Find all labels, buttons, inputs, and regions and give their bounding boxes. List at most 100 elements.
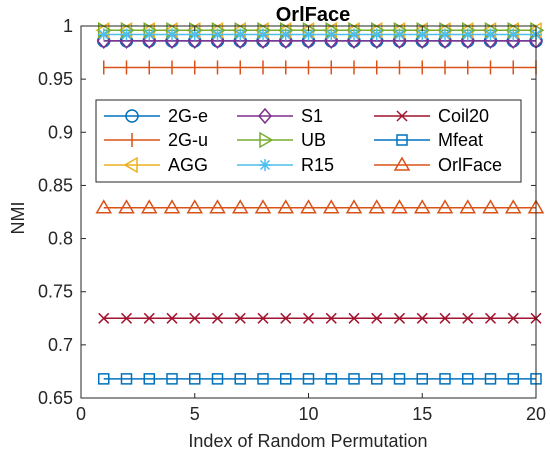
data-point	[120, 312, 133, 324]
x-tick-label: 20	[526, 404, 546, 424]
data-point	[325, 373, 337, 385]
data-point	[143, 373, 155, 385]
data-point	[280, 312, 292, 324]
legend-label: S1	[301, 106, 323, 126]
data-point	[231, 199, 249, 214]
data-point	[166, 373, 178, 385]
data-point	[166, 28, 178, 41]
data-point	[439, 312, 451, 324]
data-point	[482, 199, 499, 214]
axes-layer: 0 5 10 15 20 0.65 0.7 0.75 0.8 0.85 0.9 0.95 1	[38, 16, 546, 424]
data-point	[370, 28, 383, 41]
data-point	[507, 373, 519, 385]
data-point	[189, 312, 201, 324]
data-point	[97, 28, 110, 41]
data-point	[507, 312, 519, 324]
x-tick-label: 10	[298, 404, 318, 424]
legend-marker	[393, 156, 411, 171]
data-point	[211, 28, 224, 41]
y-tick-label: 0.85	[38, 175, 73, 195]
legend-entry-ub: UB	[237, 130, 326, 150]
data-point	[302, 28, 315, 41]
data-point	[143, 312, 155, 324]
series-layer	[95, 21, 545, 385]
data-point	[461, 28, 474, 41]
y-tick-label: 1	[63, 16, 73, 36]
data-point	[325, 312, 337, 324]
y-tick-label: 0.75	[38, 282, 73, 302]
data-point	[279, 28, 292, 41]
legend-entry-coil20: Coil20	[374, 106, 489, 126]
data-point	[345, 199, 363, 214]
data-point	[118, 199, 135, 214]
data-point	[484, 373, 497, 385]
legend-marker	[123, 156, 138, 174]
data-point	[257, 312, 269, 324]
data-point	[439, 373, 451, 385]
legend-marker	[125, 109, 139, 123]
data-point	[484, 312, 497, 324]
data-point	[140, 199, 158, 214]
data-point	[416, 312, 428, 324]
chart-title: OrlFace	[276, 4, 350, 26]
x-tick-label: 15	[412, 404, 432, 424]
data-point	[302, 373, 315, 385]
data-point	[436, 199, 454, 214]
legend-entry-2g-e: 2G-e	[104, 106, 208, 126]
data-point	[302, 312, 315, 324]
data-point	[143, 28, 156, 41]
data-point	[186, 199, 204, 214]
legend-label: UB	[301, 130, 326, 150]
legend-entry-2g-u: 2G-u	[104, 130, 208, 150]
data-point	[166, 312, 178, 324]
data-point	[234, 28, 247, 41]
y-tick-label: 0.8	[48, 229, 73, 249]
series-2g-u	[103, 60, 537, 75]
data-point	[348, 373, 360, 385]
legend-marker	[259, 131, 274, 149]
data-point	[348, 28, 360, 41]
data-point	[211, 373, 224, 385]
legend-entry-orlface: OrlFace	[374, 155, 502, 175]
data-point	[120, 28, 133, 41]
data-point	[234, 312, 246, 324]
data-point	[504, 199, 522, 214]
data-point	[462, 373, 474, 385]
data-point	[280, 373, 292, 385]
data-point	[368, 199, 386, 214]
legend-entry-r15: R15	[237, 155, 334, 175]
y-tick-label: 0.9	[48, 122, 73, 142]
data-point	[391, 199, 408, 214]
data-point	[325, 28, 338, 41]
data-point	[348, 312, 360, 324]
data-point	[234, 373, 246, 385]
data-point	[209, 199, 226, 214]
series-mfeat	[98, 373, 542, 385]
legend-entry-mfeat: Mfeat	[374, 130, 483, 150]
legend-label: R15	[301, 155, 334, 175]
data-point	[393, 312, 406, 324]
data-point	[439, 28, 451, 41]
data-point	[371, 312, 383, 324]
data-point	[98, 312, 110, 324]
y-tick-label: 0.7	[48, 335, 73, 355]
data-point	[484, 28, 497, 41]
legend-marker	[396, 110, 408, 122]
legend-label: Mfeat	[438, 130, 483, 150]
legend-entry-s1: S1	[237, 106, 323, 126]
legend-marker	[258, 107, 272, 125]
data-point	[416, 28, 429, 41]
legend-label: OrlFace	[438, 155, 502, 175]
legend-label: 2G-u	[168, 130, 208, 150]
data-point	[257, 373, 269, 385]
data-point	[371, 373, 383, 385]
data-point	[163, 199, 181, 214]
series-orlface	[95, 199, 545, 214]
x-tick-label: 5	[190, 404, 200, 424]
data-point	[322, 199, 340, 214]
data-point	[188, 28, 201, 41]
data-point	[98, 373, 110, 385]
data-point	[507, 28, 520, 41]
legend-marker	[259, 159, 271, 171]
data-point	[254, 199, 272, 214]
